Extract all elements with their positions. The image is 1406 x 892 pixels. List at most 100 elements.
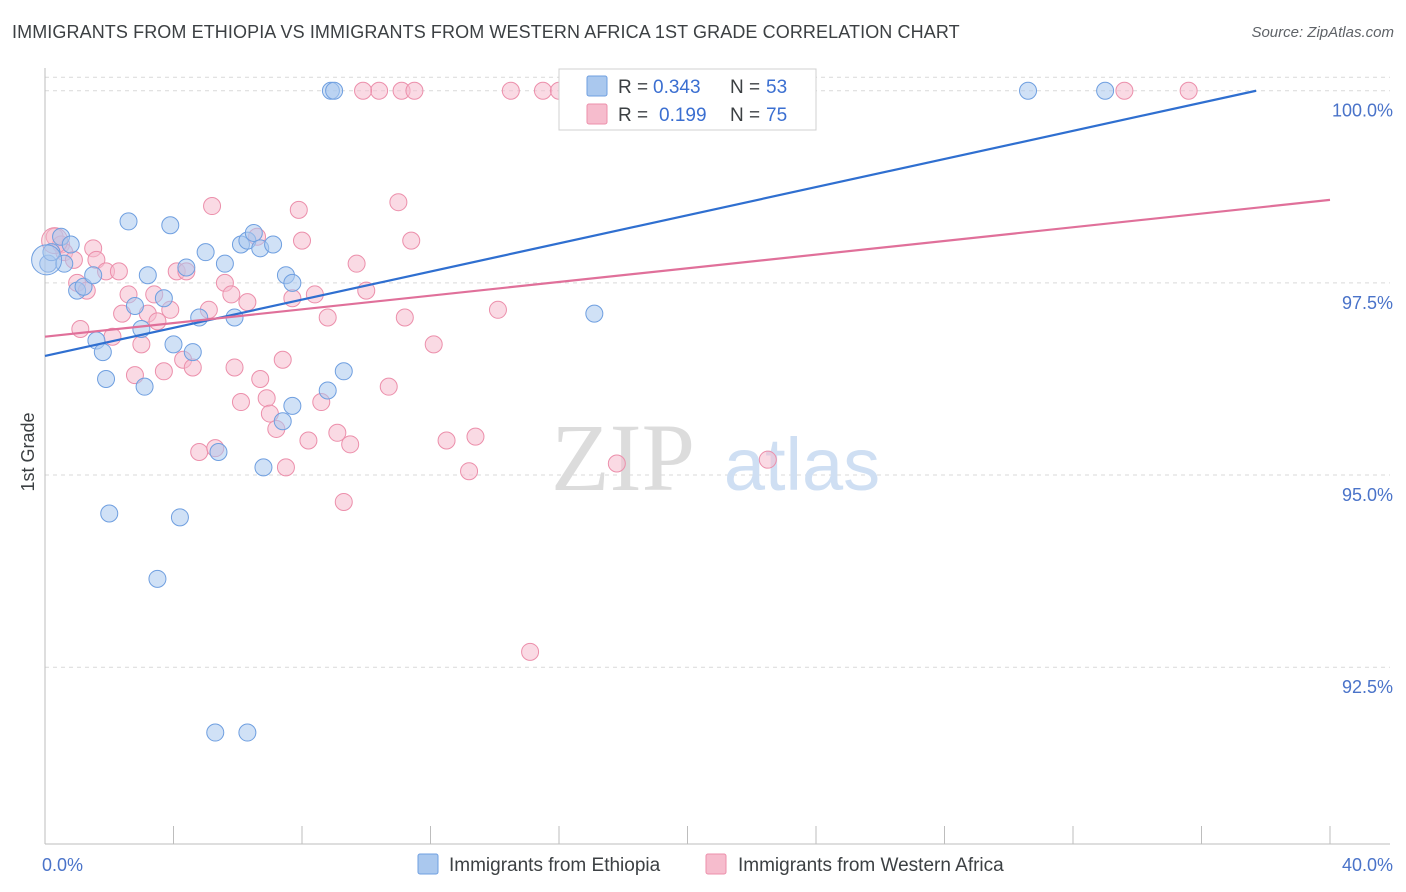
point-blue-32 <box>244 223 263 242</box>
point-blue-10 <box>97 369 116 388</box>
legend-n-label-1: N = <box>730 77 760 98</box>
bottom-legend-swatch-pink <box>705 853 727 875</box>
watermark-atlas: atlas <box>724 423 880 506</box>
trend-line-pink <box>44 198 1331 338</box>
point-pink-32 <box>231 393 250 412</box>
point-pink-5 <box>71 320 90 339</box>
point-pink-49 <box>334 492 353 511</box>
point-pink-24 <box>183 358 202 377</box>
point-pink-57 <box>395 308 414 327</box>
point-blue-6 <box>74 277 93 296</box>
point-blue-12 <box>119 212 138 231</box>
point-pink-62 <box>460 462 479 481</box>
point-pink-74 <box>354 81 373 100</box>
point-pink-30 <box>222 285 241 304</box>
point-pink-66 <box>521 642 540 661</box>
watermark: ZIP atlas <box>551 404 880 511</box>
point-pink-71 <box>1115 81 1134 100</box>
source-label: Source: ZipAtlas.com <box>1251 24 1394 41</box>
point-pink-54 <box>379 377 398 396</box>
point-blue-22 <box>177 258 196 277</box>
legend-r-value-2: 0.199 <box>659 105 707 126</box>
point-pink-40 <box>276 458 295 477</box>
point-pink-69 <box>607 454 626 473</box>
point-blue-19 <box>161 216 180 235</box>
point-pink-59 <box>405 81 424 100</box>
point-blue-41 <box>318 381 337 400</box>
point-pink-11 <box>109 262 128 281</box>
point-pink-14 <box>125 366 144 385</box>
point-pink-41 <box>283 289 302 308</box>
point-blue-39 <box>283 273 302 292</box>
point-pink-35 <box>251 369 270 388</box>
point-blue-13 <box>125 296 144 315</box>
point-pink-27 <box>203 197 222 216</box>
point-blue-15 <box>135 377 154 396</box>
point-pink-36 <box>257 389 276 408</box>
legend-n-value-2: 75 <box>766 105 787 126</box>
point-blue-4 <box>61 235 80 254</box>
legend-r-value-1: 0.343 <box>653 77 701 98</box>
series-ethiopia-points <box>31 81 1115 742</box>
legend-r-label-2: R = <box>618 105 648 126</box>
y-tick-label-0: 100.0% <box>1332 101 1393 121</box>
point-blue-37 <box>273 412 292 431</box>
point-blue-45 <box>585 304 604 323</box>
trend-line-blue <box>44 89 1257 357</box>
point-pink-39 <box>273 350 292 369</box>
bottom-legend-label-western-africa: Immigrants from Western Africa <box>738 855 1004 876</box>
point-pink-63 <box>466 427 485 446</box>
bottom-legend-swatch-blue <box>417 853 439 875</box>
point-pink-72 <box>1179 81 1198 100</box>
point-pink-67 <box>533 81 552 100</box>
y-axis-title: 1st Grade <box>18 412 38 491</box>
y-tick-label-1: 97.5% <box>1342 293 1393 313</box>
y-tick-label-2: 95.0% <box>1342 485 1393 505</box>
x-tick-labels: 0.0% 40.0% <box>42 855 1393 875</box>
bottom-legend-label-ethiopia: Immigrants from Ethiopia <box>449 855 661 876</box>
point-blue-18 <box>154 289 173 308</box>
y-tick-label-3: 92.5% <box>1342 677 1393 697</box>
point-pink-60 <box>424 335 443 354</box>
legend: R = 0.343 N = 53 R = 0.199 N = 75 <box>558 68 817 131</box>
point-blue-9 <box>93 343 112 362</box>
point-blue-3 <box>55 254 74 273</box>
point-blue-26 <box>206 723 225 742</box>
series-western-africa-points <box>41 81 1198 661</box>
point-pink-58 <box>402 231 421 250</box>
point-pink-70 <box>758 450 777 469</box>
point-pink-50 <box>341 435 360 454</box>
point-blue-7 <box>84 266 103 285</box>
point-blue-43 <box>325 81 344 100</box>
series-legend: Immigrants from Ethiopia Immigrants from… <box>417 853 1004 876</box>
point-pink-51 <box>347 254 366 273</box>
y-tick-labels: 100.0% 97.5% 95.0% 92.5% <box>1332 101 1393 697</box>
point-pink-64 <box>488 300 507 319</box>
point-pink-53 <box>370 81 389 100</box>
x-tick-label-1: 40.0% <box>1342 855 1393 875</box>
point-pink-48 <box>328 423 347 442</box>
point-blue-23 <box>183 343 202 362</box>
point-blue-cluster <box>31 244 63 276</box>
point-pink-47 <box>318 308 337 327</box>
legend-n-value-1: 53 <box>766 77 787 98</box>
point-pink-15 <box>132 335 151 354</box>
point-pink-55 <box>389 193 408 212</box>
point-blue-17 <box>148 569 167 588</box>
legend-n-label-2: N = <box>730 105 760 126</box>
legend-r-label-1: R = <box>618 77 648 98</box>
point-blue-44 <box>334 362 353 381</box>
point-blue-36 <box>264 235 283 254</box>
point-pink-42 <box>289 200 308 219</box>
point-blue-47 <box>1019 81 1038 100</box>
point-blue-40 <box>283 396 302 415</box>
point-blue-25 <box>196 243 215 262</box>
point-pink-19 <box>154 362 173 381</box>
point-pink-61 <box>437 431 456 450</box>
point-pink-31 <box>225 358 244 377</box>
axes <box>44 68 1390 845</box>
point-pink-25 <box>190 443 209 461</box>
point-blue-16 <box>138 266 157 285</box>
point-blue-33 <box>238 723 257 742</box>
point-pink-33 <box>238 293 257 312</box>
